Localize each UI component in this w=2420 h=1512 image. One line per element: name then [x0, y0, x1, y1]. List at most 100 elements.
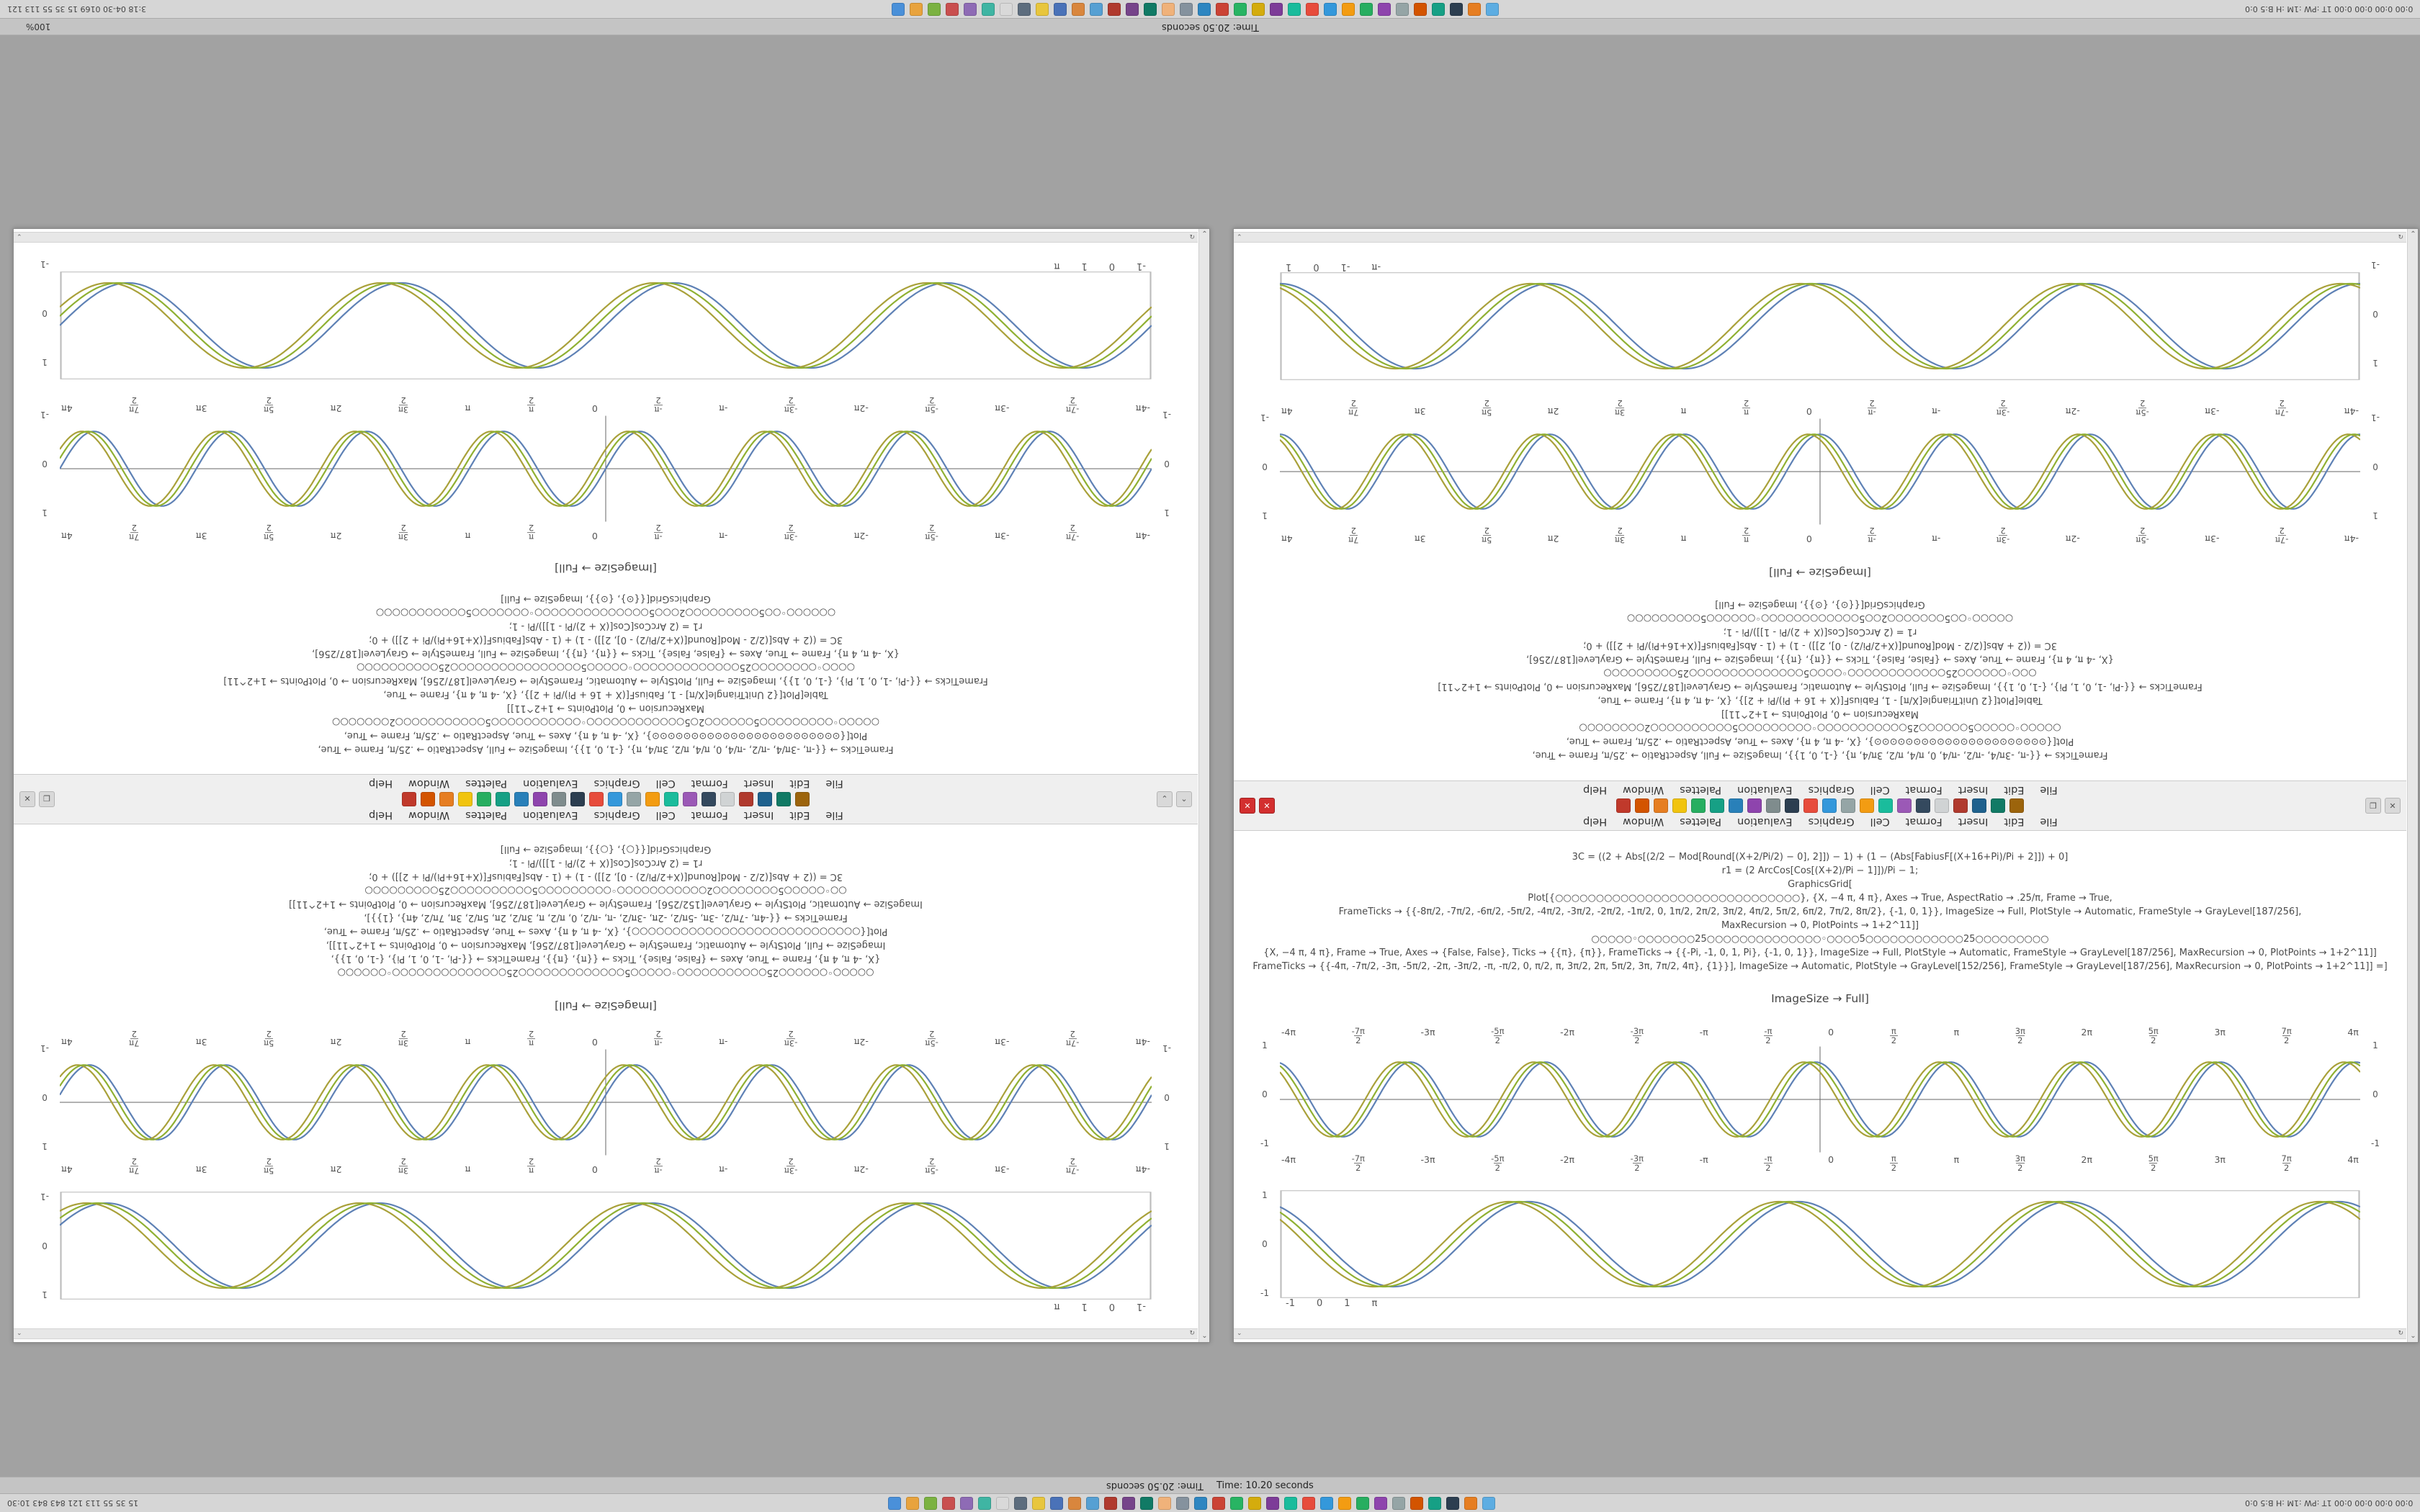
- tool-icon[interactable]: [514, 791, 529, 806]
- scroll-down-button[interactable]: ⌄: [2410, 1332, 2416, 1340]
- menu-item[interactable]: Format: [691, 809, 728, 821]
- tool-icon[interactable]: [552, 791, 566, 806]
- app-icon[interactable]: [1324, 2, 1337, 16]
- tool-icon[interactable]: [589, 791, 604, 806]
- app-icon[interactable]: [1252, 2, 1265, 16]
- app-icon[interactable]: [1342, 2, 1355, 16]
- scroll-left-button[interactable]: ⌄: [1237, 1330, 1242, 1338]
- app-icon[interactable]: [946, 2, 959, 16]
- tool-icon[interactable]: [795, 791, 810, 806]
- app-icon[interactable]: [941, 1496, 955, 1510]
- menu-item[interactable]: Help: [368, 809, 393, 821]
- tool-icon[interactable]: [533, 791, 547, 806]
- code-line[interactable]: FrameTicks → {{-Pi, -1, 0, 1, Pi}, {-1, …: [223, 675, 988, 687]
- tool-icon[interactable]: [664, 791, 678, 806]
- code-line[interactable]: FrameTicks → {{-π, -3π/4, -π/2, -π/4, 0,…: [1532, 750, 2108, 760]
- app-icon[interactable]: [1360, 2, 1373, 16]
- code-line[interactable]: MaxRecursion → 0, PlotPoints → 1+2^11]]: [1721, 708, 1919, 719]
- app-icon[interactable]: [1193, 1496, 1207, 1510]
- code-line[interactable]: ○○○○○◦○○○○○○25○○○○○○○○○○○◦○○○○○5○○○○○○○○…: [337, 966, 874, 978]
- app-icon[interactable]: [1378, 2, 1392, 16]
- app-icon[interactable]: [1450, 2, 1464, 16]
- app-icon[interactable]: [1036, 2, 1049, 16]
- tool-icon[interactable]: [1766, 798, 1780, 814]
- menu-item[interactable]: Window: [408, 777, 449, 789]
- app-icon[interactable]: [1175, 1496, 1189, 1510]
- tool-icon[interactable]: [1991, 798, 2005, 814]
- tool-icon[interactable]: [477, 791, 491, 806]
- menu-item[interactable]: Insert: [1958, 784, 1989, 796]
- tool-icon[interactable]: [1710, 798, 1724, 814]
- menu-item[interactable]: Palettes: [1679, 784, 1721, 796]
- app-icon[interactable]: [1337, 1496, 1351, 1510]
- code-line[interactable]: {X, −4 π, 4 π}, Frame → True, Axes → {Fa…: [1263, 947, 2377, 958]
- app-icon[interactable]: [1018, 2, 1031, 16]
- tool-icon[interactable]: [1822, 798, 1837, 814]
- tool-icon[interactable]: [458, 791, 472, 806]
- code-line[interactable]: ○○○○○○◦○○5○○○○○○○○○2○○○5○○○○○○○○○○○○○○◦○…: [375, 607, 836, 618]
- app-icon[interactable]: [1301, 1496, 1315, 1510]
- app-icon[interactable]: [923, 1496, 937, 1510]
- menu-item[interactable]: Edit: [2004, 816, 2025, 828]
- app-icon[interactable]: [1428, 1496, 1441, 1510]
- menu-item[interactable]: Format: [1905, 816, 1942, 828]
- code-line[interactable]: ○○○○○◦○○○○○5○○○○○○25○○○○○○○○○○○◦○○○○○○○○…: [1579, 722, 2061, 733]
- app-icon[interactable]: [1108, 2, 1121, 16]
- code-line[interactable]: ○○○○○◦○○○○○○○25○○○○○○○○○○○○○○◦○○○○5○○○○○…: [1591, 933, 2049, 945]
- app-icon[interactable]: [1090, 2, 1103, 16]
- code-line[interactable]: ○○○◦○○○○○○25○○○○○○○○○○○○◦○○○○5○○○○○○○○○○…: [1603, 667, 2037, 678]
- tool-icon[interactable]: [608, 791, 622, 806]
- tool-icon[interactable]: [1691, 798, 1706, 814]
- tool-icon[interactable]: [2009, 798, 2024, 814]
- tool-icon[interactable]: [1953, 798, 1968, 814]
- code-line[interactable]: {X, -4 π, 4 π}, Frame → True, Axes → {Fa…: [1526, 654, 2114, 665]
- app-icon[interactable]: [887, 1496, 901, 1510]
- code-line[interactable]: FrameTicks → {{-π, -3π/4, -π/2, -π/4, 0,…: [318, 744, 894, 755]
- menu-item[interactable]: Evaluation: [1736, 816, 1793, 828]
- tool-icon[interactable]: [758, 791, 772, 806]
- app-icon[interactable]: [1216, 2, 1229, 16]
- tool-icon[interactable]: [1935, 798, 1949, 814]
- menu-item[interactable]: Format: [691, 777, 728, 789]
- app-icon[interactable]: [1270, 2, 1283, 16]
- scroll-up-button[interactable]: ⌃: [2410, 230, 2416, 238]
- h-scrollbar[interactable]: ⌄ ↻: [14, 1328, 1198, 1339]
- app-icon[interactable]: [995, 1496, 1009, 1510]
- close-button[interactable]: ✕: [1259, 798, 1275, 814]
- app-icon[interactable]: [1373, 1496, 1387, 1510]
- code-line[interactable]: FrameTicks → {{-8π/2, -7π/2, -6π/2, -5π/…: [1338, 906, 2302, 917]
- tool-icon[interactable]: [1785, 798, 1799, 814]
- app-icon[interactable]: [1162, 2, 1175, 16]
- code-line[interactable]: {X, -4 π, 4 π}, Frame → True, Axes → {Fa…: [331, 953, 881, 964]
- app-icon[interactable]: [1229, 1496, 1243, 1510]
- tool-icon[interactable]: [570, 791, 585, 806]
- app-icon[interactable]: [1054, 2, 1067, 16]
- code-line[interactable]: Table[Plot[{2 UnitTriangle[X/π] - 1, Fab…: [383, 689, 828, 701]
- tool-icon[interactable]: [402, 791, 416, 806]
- app-icon[interactable]: [905, 1496, 919, 1510]
- app-icon[interactable]: [1392, 1496, 1405, 1510]
- app-icon[interactable]: [1247, 1496, 1261, 1510]
- code-line[interactable]: 3C = ((2 + Abs[(2/2 − Mod[Round[(X+2/Pi/…: [1572, 851, 2069, 863]
- scroll-right-button[interactable]: ↻: [1189, 233, 1195, 241]
- tool-icon[interactable]: [421, 791, 435, 806]
- app-icon[interactable]: [1410, 1496, 1423, 1510]
- menu-item[interactable]: Cell: [1870, 784, 1890, 796]
- app-icon[interactable]: [964, 2, 977, 16]
- menu-item[interactable]: Evaluation: [1736, 784, 1793, 796]
- code-line[interactable]: Plot[{○○○○○○○○○○○○○○○○○○○○○○○○○○○○○○}, {…: [1528, 892, 2112, 904]
- code-line[interactable]: GraphicsGrid[{{⊙}, {⊙}}, ImageSize → Ful…: [501, 593, 711, 605]
- app-icon[interactable]: [1126, 2, 1139, 16]
- code-line[interactable]: {X, -4 π, 4 π}, Frame → True, Axes → {Fa…: [312, 648, 900, 660]
- tool-icon[interactable]: [1672, 798, 1687, 814]
- tool-icon[interactable]: [1747, 798, 1762, 814]
- app-icon[interactable]: [982, 2, 995, 16]
- code-line[interactable]: ○○◦○○○○○5○○○○○○○○2○○○○○○○○○○○◦○○○○○○○○○5…: [364, 884, 847, 896]
- menu-item[interactable]: Palettes: [1679, 816, 1721, 828]
- code-line[interactable]: FrameTicks → {{-4π, -7π/2, -3π, -5π/2, -…: [364, 912, 848, 923]
- menu-item[interactable]: Window: [1622, 784, 1664, 796]
- tool-icon[interactable]: [683, 791, 697, 806]
- tool-icon[interactable]: [776, 791, 791, 806]
- menu-item[interactable]: Palettes: [465, 809, 507, 821]
- code-line[interactable]: ImageSize → Automatic, PlotStyle → GrayL…: [289, 898, 923, 909]
